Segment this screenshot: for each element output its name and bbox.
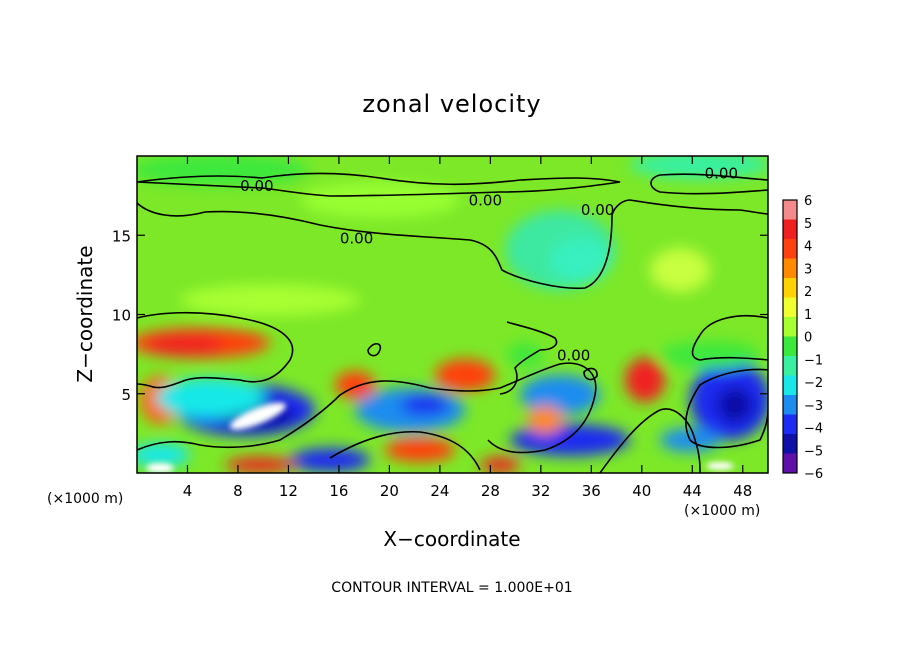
x-tick-label: 24 xyxy=(430,482,449,500)
y-axis-label: Z−coordinate xyxy=(73,245,97,382)
x-tick-label: 44 xyxy=(683,482,702,500)
colorbar-swatch xyxy=(783,356,797,376)
colorbar-swatch xyxy=(783,414,797,435)
x-tick-label: 48 xyxy=(733,482,752,500)
x-unit-left: (×1000 m) xyxy=(47,491,123,507)
x-unit-right: (×1000 m) xyxy=(684,503,760,519)
colorbar-label: −4 xyxy=(804,422,823,437)
contour-label: 0.00 xyxy=(240,177,273,195)
contour-label: 0.00 xyxy=(705,164,738,182)
contour-label: 0.00 xyxy=(469,191,502,209)
x-tick-label: 8 xyxy=(233,482,243,500)
chart-title: zonal velocity xyxy=(362,90,541,118)
x-tick-label: 32 xyxy=(531,482,550,500)
x-tick-label: 4 xyxy=(183,482,193,500)
colorbar-swatch xyxy=(783,453,797,474)
colorbar-label: 1 xyxy=(804,308,812,323)
heat-field xyxy=(137,156,768,473)
contour-label: 0.00 xyxy=(557,347,590,365)
y-tick-label: 15 xyxy=(112,227,131,245)
x-tick-label: 36 xyxy=(582,482,601,500)
y-tick-label: 10 xyxy=(112,307,131,325)
contour-labels: 0.00 0.00 0.00 0.00 0.00 0.00 xyxy=(240,164,738,365)
colorbar-swatch xyxy=(783,258,797,279)
contour-interval-footer: CONTOUR INTERVAL = 1.000E+01 xyxy=(331,580,572,596)
colorbar-label: −5 xyxy=(804,444,823,459)
colorbar-label: −6 xyxy=(804,467,823,482)
colorbar-label: 2 xyxy=(804,285,812,300)
colorbar-label: 3 xyxy=(804,262,812,277)
contour-lines xyxy=(137,172,768,473)
colorbar-label: −2 xyxy=(804,376,823,391)
colorbar-swatch xyxy=(783,395,797,415)
x-tick-label: 28 xyxy=(481,482,500,500)
colorbar-swatch xyxy=(783,375,797,396)
colorbar-swatch xyxy=(783,317,797,337)
x-tick-label: 20 xyxy=(380,482,399,500)
colorbar-swatch xyxy=(783,219,797,240)
colorbar-swatch xyxy=(783,336,797,357)
y-tick-label: 5 xyxy=(121,386,131,404)
colorbar-swatch xyxy=(783,239,797,259)
colorbar-label: 5 xyxy=(804,217,812,232)
colorbar-swatch xyxy=(783,200,797,220)
x-tick-label: 12 xyxy=(279,482,298,500)
colorbar-swatch xyxy=(783,434,797,454)
colorbar: 6 5 4 3 2 1 0 −1 −2 −3 −4 −5 −6 xyxy=(782,194,823,482)
x-tick-label: 16 xyxy=(329,482,348,500)
contour-label: 0.00 xyxy=(340,229,373,247)
contour-label: 0.00 xyxy=(581,201,614,219)
x-axis-ticks: 4 8 12 16 20 24 28 32 36 40 44 48 xyxy=(183,156,752,500)
colorbar-swatch xyxy=(783,297,797,318)
colorbar-label: −3 xyxy=(804,399,823,414)
colorbar-label: 6 xyxy=(804,194,812,209)
x-axis-label: X−coordinate xyxy=(383,527,520,551)
colorbar-label: 4 xyxy=(804,240,812,255)
colorbar-swatch xyxy=(783,278,797,298)
y-axis-ticks: 5 10 15 xyxy=(112,227,768,404)
colorbar-frame xyxy=(782,199,798,474)
colorbar-label: 0 xyxy=(804,331,812,346)
x-tick-label: 40 xyxy=(632,482,651,500)
colorbar-label: −1 xyxy=(804,353,823,368)
